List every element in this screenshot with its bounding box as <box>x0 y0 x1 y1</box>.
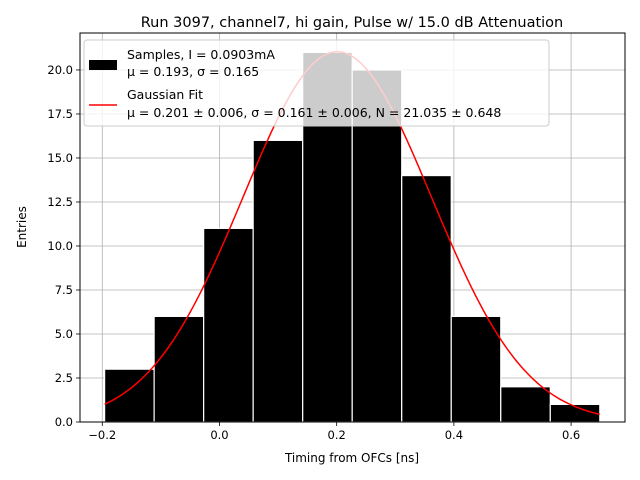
legend-fit-stats: μ = 0.201 ± 0.006, σ = 0.161 ± 0.006, N … <box>127 105 501 120</box>
y-tick-label: 0.0 <box>55 415 73 429</box>
y-axis-label: Entries <box>15 206 29 248</box>
histogram-bar <box>401 174 452 423</box>
y-tick-label: 5.0 <box>55 327 73 341</box>
histogram-bar <box>153 315 205 423</box>
y-tick-label: 2.5 <box>55 371 73 385</box>
chart-title: Run 3097, channel7, hi gain, Pulse w/ 15… <box>141 15 564 31</box>
y-tick-label: 7.5 <box>55 283 73 297</box>
legend-fit-label: Gaussian Fit <box>127 87 203 102</box>
x-tick-label: −0.2 <box>88 428 116 442</box>
x-axis-label: Timing from OFCs [ns] <box>284 451 419 465</box>
legend-samples-swatch <box>89 60 117 70</box>
x-tick-label: 0.0 <box>210 428 228 442</box>
y-tick-label: 17.5 <box>47 107 73 121</box>
plot-frame <box>79 32 626 423</box>
x-tick-label: 0.2 <box>328 428 346 442</box>
y-tick-label: 12.5 <box>47 195 73 209</box>
histogram-bar <box>104 368 155 423</box>
x-tick-label: 0.4 <box>445 428 463 442</box>
legend-samples-stats: μ = 0.193, σ = 0.165 <box>127 64 259 79</box>
histogram-bar <box>252 139 304 423</box>
histogram-bars <box>104 51 601 423</box>
histogram-bar <box>203 227 254 423</box>
legend-box <box>83 39 550 127</box>
legend-samples-label: Samples, I = 0.0903mA <box>127 47 275 62</box>
histogram-bar <box>450 315 502 423</box>
y-tick-label: 20.0 <box>47 63 73 77</box>
axis-ticks: −0.2 0.0 0.2 0.4 0.6 0.0 2.5 5.0 7.5 10.0 12.5 15.0… <box>47 63 580 442</box>
y-tick-label: 10.0 <box>47 239 73 253</box>
x-tick-label: 0.6 <box>562 428 580 442</box>
legend: Samples, I = 0.0903mA μ = 0.193, σ = 0.1… <box>83 39 550 127</box>
histogram-bar <box>500 386 551 423</box>
histogram-bar <box>351 69 403 423</box>
y-tick-label: 15.0 <box>47 151 73 165</box>
